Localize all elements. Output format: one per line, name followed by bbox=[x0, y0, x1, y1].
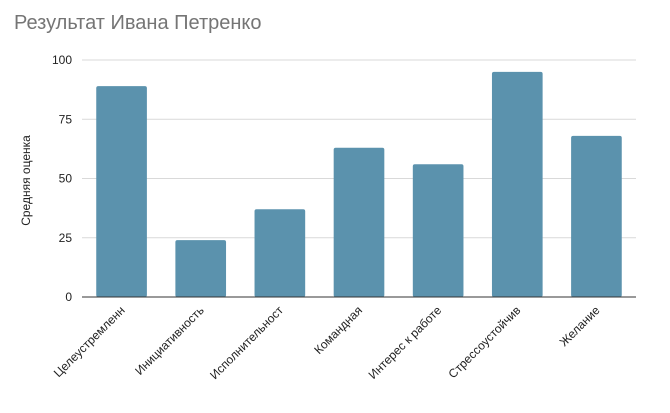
y-tick-label: 75 bbox=[59, 112, 73, 126]
x-tick-label: Желание bbox=[557, 303, 603, 349]
y-tick-label: 100 bbox=[52, 53, 72, 67]
chart-title: Результат Ивана Петренко bbox=[14, 12, 262, 34]
bar bbox=[175, 240, 227, 297]
x-tick-label: Стрессоустойчив bbox=[446, 303, 524, 381]
bars bbox=[96, 71, 622, 297]
bar bbox=[412, 164, 464, 297]
y-axis-title: Средняя оценка bbox=[19, 135, 33, 226]
bar bbox=[254, 209, 306, 297]
y-tick-label: 25 bbox=[59, 231, 73, 245]
x-tick-label: Целеустремленн bbox=[51, 303, 128, 380]
y-tick-label: 50 bbox=[59, 172, 73, 186]
y-tick-label: 0 bbox=[65, 290, 72, 304]
bar bbox=[571, 135, 622, 297]
bar bbox=[96, 86, 147, 297]
x-tick-label: Командная bbox=[311, 303, 365, 357]
x-tick-label: Инициативность bbox=[132, 303, 207, 378]
x-tick-label: Исполнительност bbox=[207, 303, 286, 382]
x-tick-label: Интерес к работе bbox=[366, 303, 445, 382]
bar bbox=[333, 147, 385, 297]
bar bbox=[491, 71, 543, 297]
